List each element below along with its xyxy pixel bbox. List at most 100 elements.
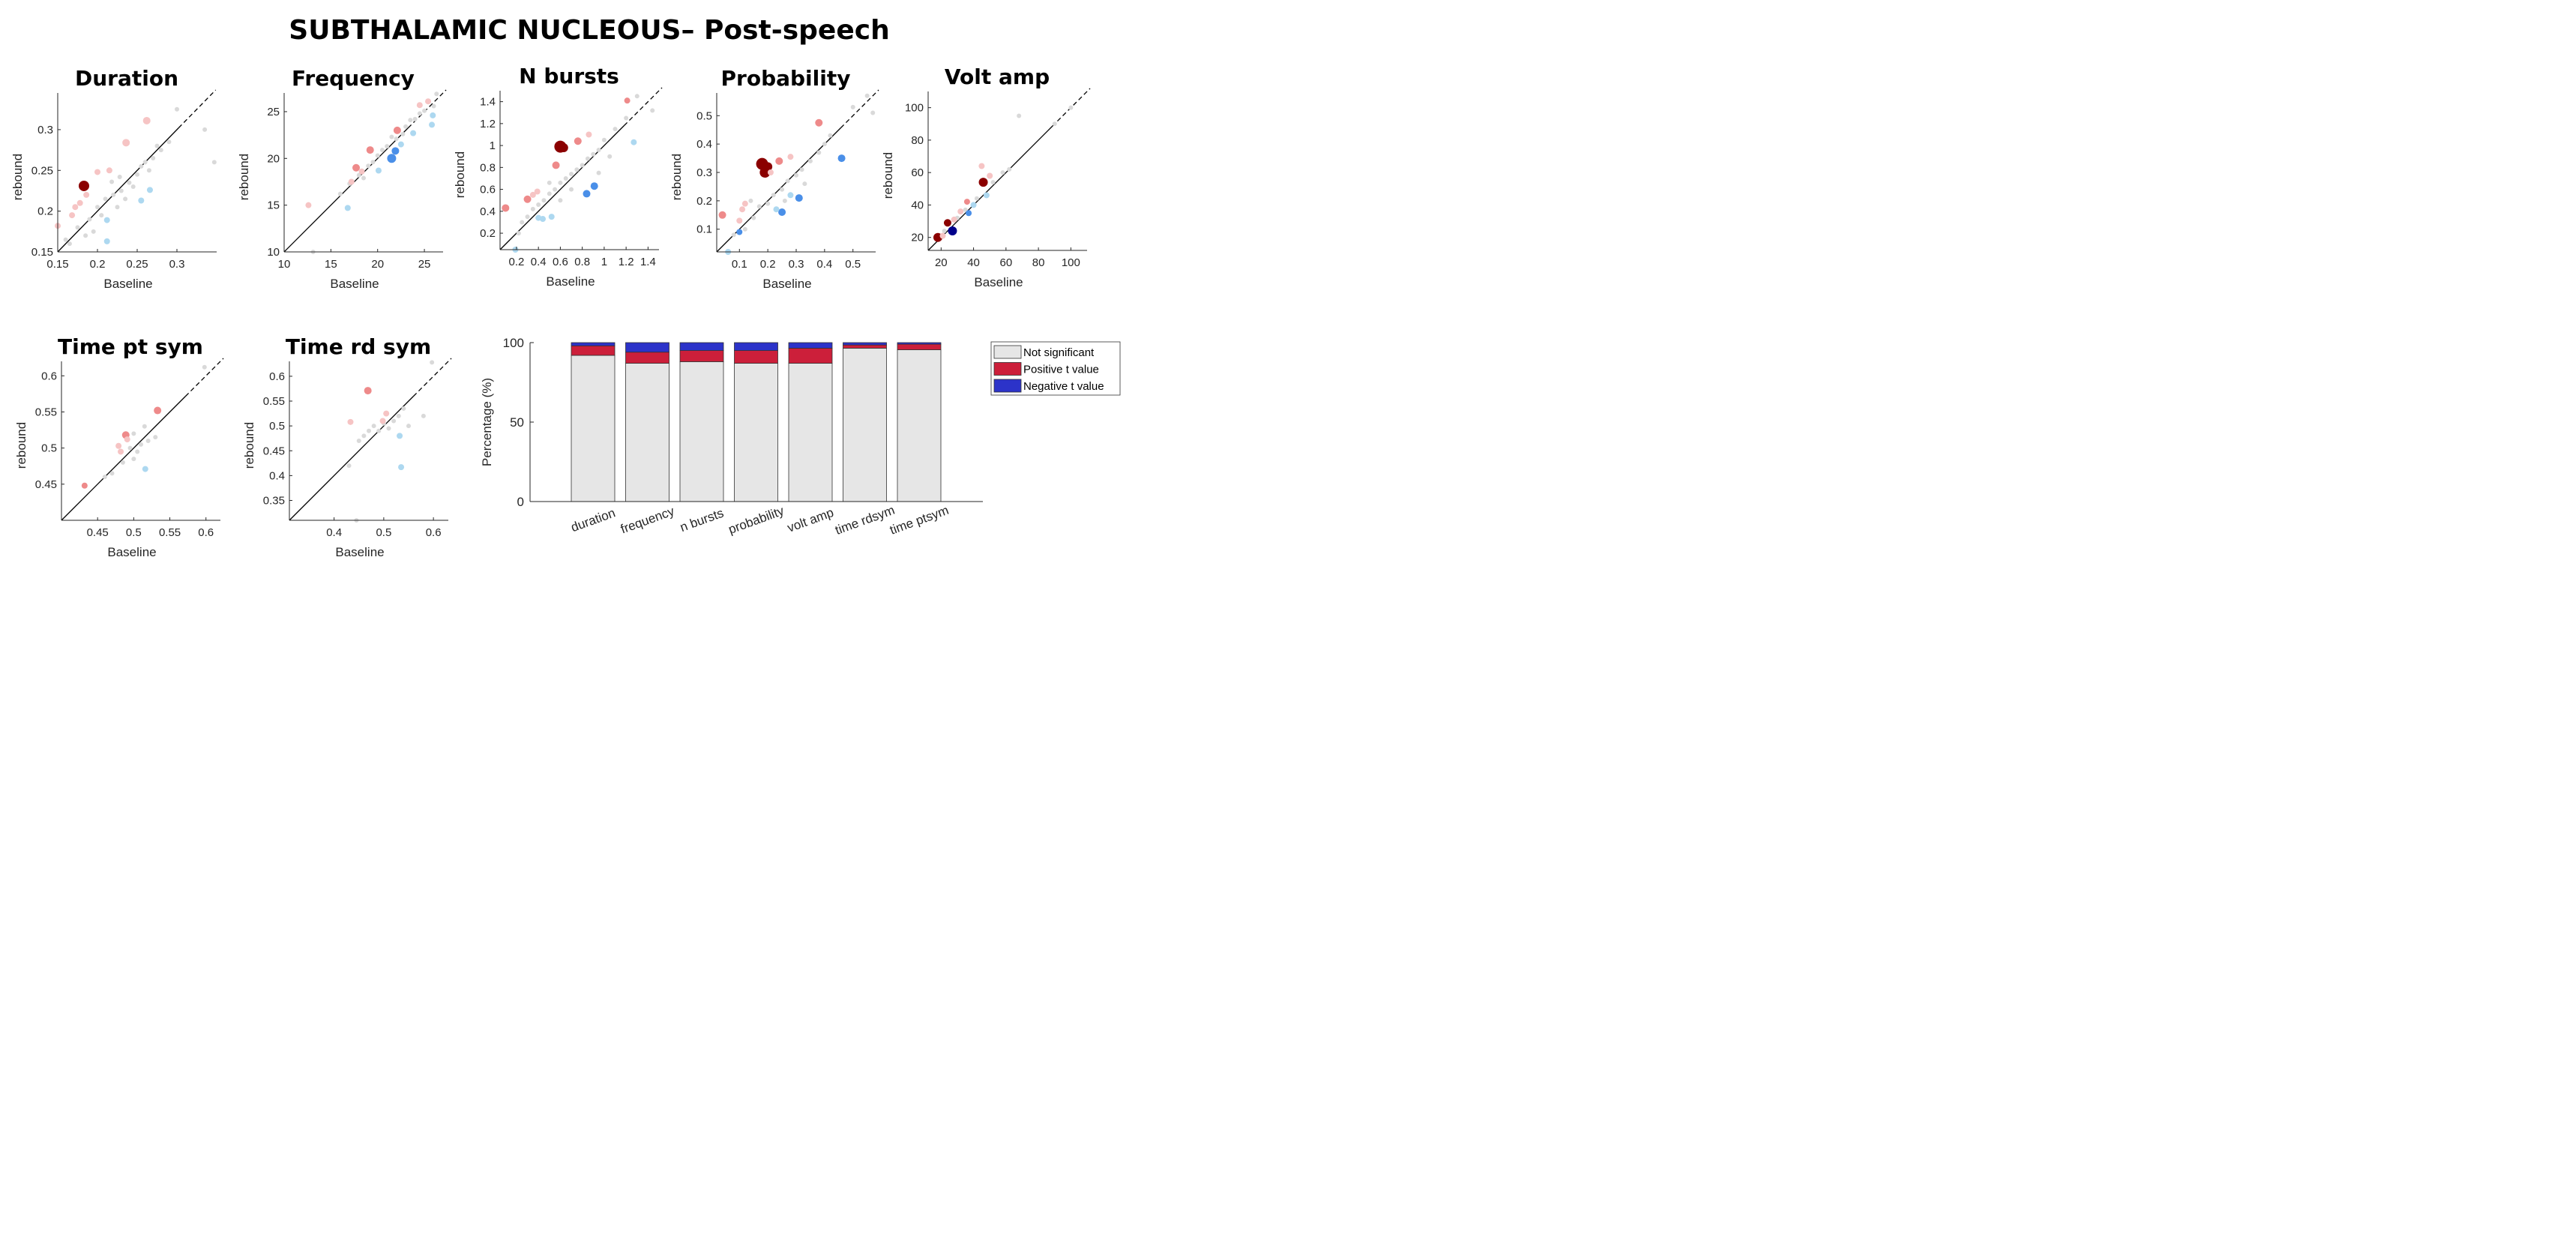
data-point: [431, 103, 436, 109]
data-point: [127, 445, 133, 451]
data-point: [563, 175, 568, 181]
identity-line-dashed: [840, 89, 879, 129]
data-point: [631, 139, 637, 145]
data-point: [364, 387, 372, 395]
data-point: [416, 102, 423, 109]
data-point: [406, 424, 411, 429]
legend-label: Positive t value: [1023, 364, 1099, 376]
data-point: [72, 204, 79, 211]
legend-label: Negative t value: [1023, 380, 1104, 393]
data-point: [69, 212, 76, 219]
bar-segment: [571, 355, 616, 502]
y-tick-label: 20: [267, 152, 280, 165]
data-point: [142, 466, 148, 472]
data-point: [787, 154, 794, 160]
bar-segment: [679, 350, 724, 362]
panel-title: Volt amp: [945, 64, 1050, 89]
scatter-panel-1: Duration 0.15 0.2 0.25 0.3 0.15 0.2 0.25 0.3 Base…: [10, 66, 217, 291]
data-point: [175, 106, 179, 112]
data-point: [387, 154, 397, 163]
data-point: [118, 448, 124, 455]
data-point: [370, 160, 376, 165]
x-tick-label: 0.15: [46, 258, 68, 271]
data-point: [379, 148, 385, 153]
data-point: [974, 196, 979, 201]
data-point: [970, 202, 977, 208]
data-point: [948, 226, 957, 236]
data-point: [787, 192, 794, 199]
data-point: [718, 211, 726, 219]
x-tick-label: 80: [1032, 256, 1045, 269]
bar-segment: [734, 342, 778, 352]
x-tick-label: time ptsym: [888, 503, 951, 538]
data-point: [397, 433, 403, 439]
data-point: [580, 163, 585, 168]
data-point: [103, 217, 110, 223]
x-axis-label: Baseline: [335, 545, 384, 559]
y-tick-label: 1: [490, 139, 496, 152]
data-point: [83, 191, 90, 198]
data-point: [613, 127, 618, 132]
panel-title: Duration: [75, 66, 178, 91]
data-point: [375, 153, 380, 158]
data-point: [736, 229, 743, 235]
x-tick-label: 0.4: [326, 526, 342, 539]
y-axis-label: rebound: [881, 152, 895, 199]
y-tick-label: 1.2: [480, 118, 496, 130]
data-point: [124, 436, 130, 443]
x-tick-label: 0.6: [426, 526, 442, 539]
data-point: [634, 94, 640, 99]
y-tick-label: 0.4: [696, 138, 712, 151]
x-tick-label: 0.1: [732, 258, 747, 271]
data-point: [559, 143, 568, 153]
data-point: [63, 237, 68, 242]
data-point: [802, 181, 807, 187]
x-axis-label: Baseline: [107, 545, 156, 559]
data-point: [348, 178, 355, 185]
data-point: [939, 232, 946, 239]
data-point: [346, 463, 352, 469]
x-tick-label: 25: [418, 258, 431, 271]
data-point: [822, 142, 827, 147]
x-tick-label: 1.2: [619, 256, 634, 268]
data-point: [525, 214, 530, 220]
identity-line-dashed: [178, 89, 217, 129]
data-point: [547, 180, 552, 185]
x-tick-label: 1: [601, 256, 607, 268]
data-point: [1000, 170, 1005, 175]
data-point: [202, 127, 208, 132]
data-point: [67, 241, 72, 247]
data-point: [120, 460, 125, 465]
data-point: [83, 233, 88, 238]
data-point: [375, 167, 382, 174]
data-point: [94, 169, 100, 175]
x-tick-label: 0.25: [126, 258, 148, 271]
data-point: [122, 139, 130, 147]
y-tick-label: 20: [911, 232, 924, 244]
data-point: [574, 167, 580, 172]
data-point: [398, 464, 405, 471]
data-point: [138, 197, 145, 204]
data-point: [109, 471, 115, 476]
data-point: [352, 163, 361, 172]
data-point: [347, 418, 354, 425]
data-point: [366, 146, 374, 154]
x-tick-label: 15: [325, 258, 337, 271]
data-point: [782, 198, 787, 203]
data-point: [358, 168, 365, 175]
y-tick-label: 0.4: [269, 469, 285, 482]
bar-segment: [625, 342, 669, 353]
data-point: [425, 98, 432, 105]
x-tick-label: 0.3: [169, 258, 185, 271]
data-point: [153, 435, 158, 440]
y-tick-label: 0.6: [480, 184, 496, 196]
y-tick-label: 80: [911, 134, 924, 147]
x-tick-label: 10: [278, 258, 291, 271]
bar-segment: [679, 361, 724, 502]
data-point: [412, 116, 418, 121]
identity-line-dashed: [623, 87, 663, 127]
data-point: [123, 196, 128, 202]
y-tick-label: 25: [267, 106, 280, 118]
data-point: [815, 118, 823, 127]
data-point: [870, 110, 876, 115]
